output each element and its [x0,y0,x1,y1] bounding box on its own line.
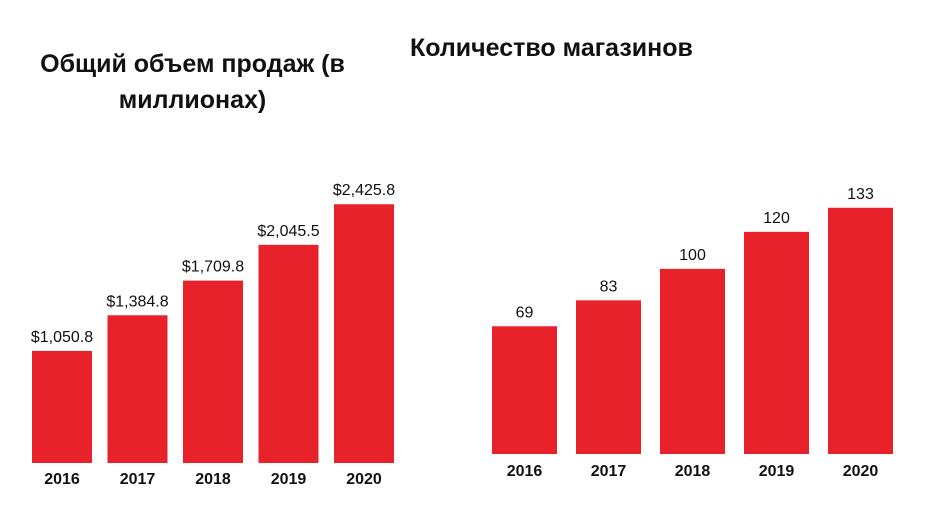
sales-value-label-2016: $1,050.8 [31,329,93,346]
sales-category-label-2018: 2018 [195,471,231,488]
sales-bar-2020 [334,204,394,464]
stores-category-label-2017: 2017 [591,463,627,480]
stores-chart-title: Количество магазинов [410,34,693,62]
stores-bar-2019 [744,231,809,454]
sales-category-label-2017: 2017 [120,471,156,488]
sales-value-label-2019: $2,045.5 [257,223,319,240]
stores-value-label-2019: 120 [763,210,790,227]
sales-value-label-2018: $1,709.8 [182,259,244,276]
sales-bar-2016 [32,350,92,463]
sales-value-label-2017: $1,384.8 [106,293,168,310]
stores-value-label-2020: 133 [847,186,874,203]
sales-value-label-2020: $2,425.8 [333,182,395,199]
stores-bar-2017 [576,300,641,454]
stores-value-label-2017: 83 [600,278,618,295]
sales-bar-2017 [107,315,168,463]
sales-bar-2018 [183,280,243,463]
sales-bar-2019 [258,244,319,463]
sales-category-label-2016: 2016 [44,471,80,488]
stores-value-label-2018: 100 [679,247,706,264]
stores-bar-2020 [828,207,893,454]
stores-category-label-2020: 2020 [843,463,879,480]
stores-bar-2016 [492,326,557,454]
stores-value-label-2016: 69 [516,304,534,321]
stores-category-label-2019: 2019 [759,463,795,480]
sales-category-label-2020: 2020 [346,471,382,488]
stores-category-label-2018: 2018 [675,463,711,480]
stores-bar-2018 [660,268,725,454]
stores-category-label-2016: 2016 [507,463,543,480]
sales-category-label-2019: 2019 [271,471,307,488]
sales-chart-title: Общий объем продаж (в миллионах) [40,50,345,114]
